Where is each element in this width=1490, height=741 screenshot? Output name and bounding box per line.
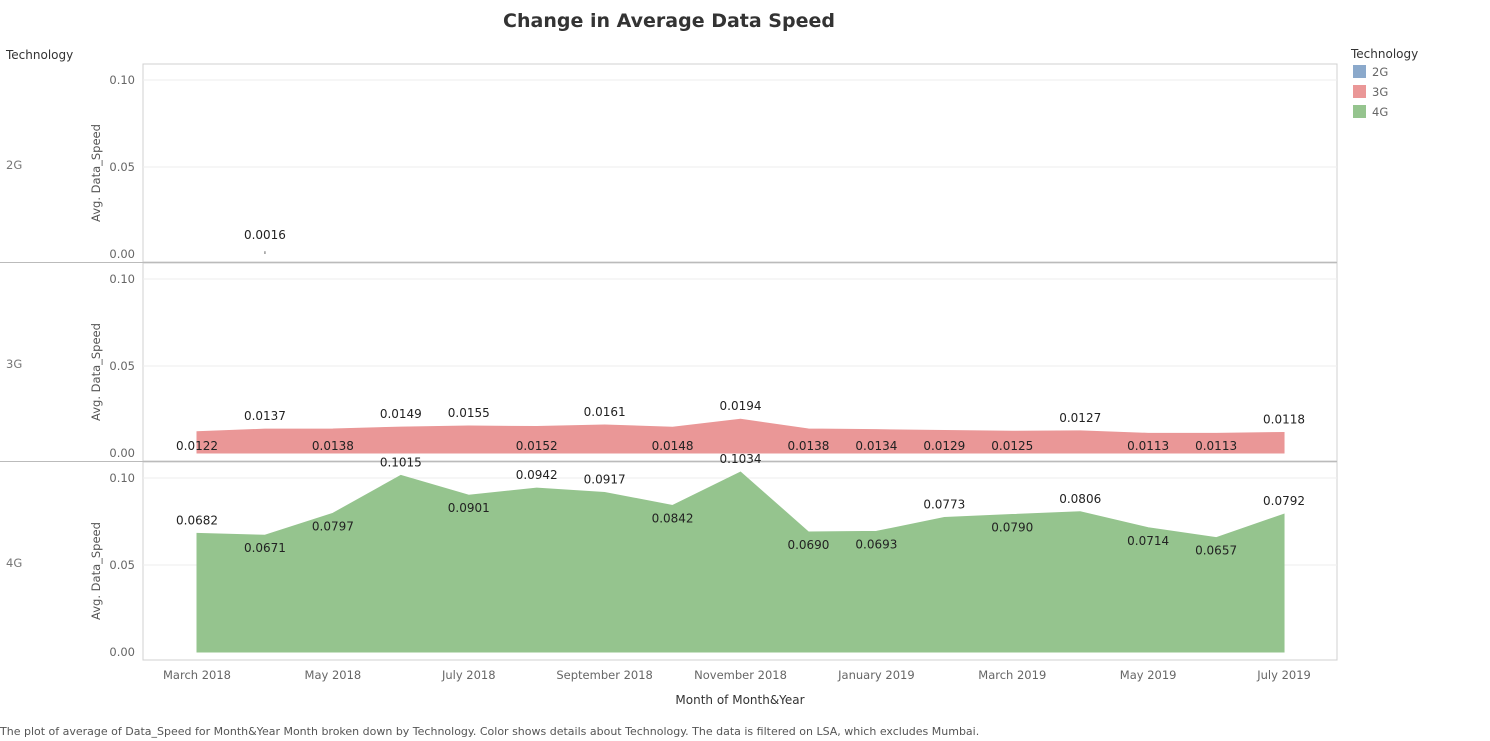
- data-label: 0.0155: [448, 406, 490, 420]
- legend-label-2G: 2G: [1372, 65, 1388, 79]
- legend-swatch-3G: [1353, 85, 1366, 98]
- data-label: 0.0125: [991, 439, 1033, 453]
- data-label: 0.0693: [855, 537, 897, 551]
- y-axis-label: Avg. Data_Speed: [89, 522, 103, 620]
- row-label: 3G: [6, 357, 22, 371]
- y-tick-label: 0.05: [109, 558, 135, 572]
- data-label: 0.0113: [1195, 439, 1237, 453]
- y-tick-label: 0.10: [109, 73, 135, 87]
- data-label: 0.0671: [244, 541, 286, 555]
- x-tick-label: January 2019: [837, 668, 915, 682]
- data-label: 0.0149: [380, 407, 422, 421]
- data-label: 0.0194: [720, 399, 762, 413]
- data-label: 0.0682: [176, 513, 218, 527]
- data-label: 0.0138: [312, 439, 354, 453]
- area-3G: [196, 418, 1285, 454]
- chart-caption: The plot of average of Data_Speed for Mo…: [0, 725, 979, 738]
- data-label: 0.0152: [516, 439, 558, 453]
- data-label: 0.0917: [584, 472, 626, 486]
- data-label: 0.0148: [652, 439, 694, 453]
- data-label: 0.0161: [584, 405, 626, 419]
- legend-swatch-4G: [1353, 105, 1366, 118]
- data-label: 0.0792: [1263, 494, 1305, 508]
- x-tick-label: November 2018: [694, 668, 787, 682]
- y-tick-label: 0.10: [109, 272, 135, 286]
- legend-label-3G: 3G: [1372, 85, 1388, 99]
- x-axis-label: Month of Month&Year: [675, 693, 804, 707]
- data-label: 0.0714: [1127, 534, 1169, 548]
- data-label: 0.0790: [991, 521, 1033, 535]
- row-label: 2G: [6, 158, 22, 172]
- legend-swatch-2G: [1353, 65, 1366, 78]
- data-label: 0.0137: [244, 409, 286, 423]
- data-label: 0.0773: [923, 497, 965, 511]
- y-tick-label: 0.10: [109, 471, 135, 485]
- data-label: 0.0797: [312, 519, 354, 533]
- data-label: 0.0842: [652, 511, 694, 525]
- row-header: Technology: [5, 48, 73, 62]
- y-tick-label: 0.00: [109, 247, 135, 261]
- x-tick-label: September 2018: [556, 668, 653, 682]
- data-label: 0.1034: [720, 452, 762, 466]
- data-label: 0.0129: [923, 439, 965, 453]
- data-label: 0.0657: [1195, 544, 1237, 558]
- y-tick-label: 0.05: [109, 359, 135, 373]
- data-label: 0.0690: [787, 538, 829, 552]
- data-label: 0.0113: [1127, 439, 1169, 453]
- x-tick-label: May 2018: [305, 668, 362, 682]
- data-label: 0.0138: [787, 439, 829, 453]
- row-label: 4G: [6, 556, 22, 570]
- y-tick-label: 0.00: [109, 645, 135, 659]
- y-tick-label: 0.00: [109, 446, 135, 460]
- x-tick-label: July 2019: [1256, 668, 1311, 682]
- area-4G: [196, 471, 1285, 653]
- chart-title: Change in Average Data Speed: [503, 10, 835, 32]
- x-tick-label: May 2019: [1120, 668, 1177, 682]
- data-label: 0.0016: [244, 228, 286, 242]
- legend-label-4G: 4G: [1372, 105, 1388, 119]
- data-label: 0.0127: [1059, 411, 1101, 425]
- x-tick-label: July 2018: [441, 668, 496, 682]
- data-label: 0.1015: [380, 455, 422, 469]
- data-label: 0.0134: [855, 439, 897, 453]
- data-label: 0.0901: [448, 501, 490, 515]
- y-axis-label: Avg. Data_Speed: [89, 323, 103, 421]
- x-tick-label: March 2019: [978, 668, 1046, 682]
- y-axis-label: Avg. Data_Speed: [89, 124, 103, 222]
- y-tick-label: 0.05: [109, 160, 135, 174]
- panel-frame: [142, 63, 1338, 263]
- data-label: 0.0806: [1059, 492, 1101, 506]
- data-label: 0.0942: [516, 468, 558, 482]
- data-label: 0.0122: [176, 439, 218, 453]
- x-tick-label: March 2018: [163, 668, 231, 682]
- legend-title: Technology: [1350, 47, 1418, 61]
- data-label: 0.0118: [1263, 412, 1305, 426]
